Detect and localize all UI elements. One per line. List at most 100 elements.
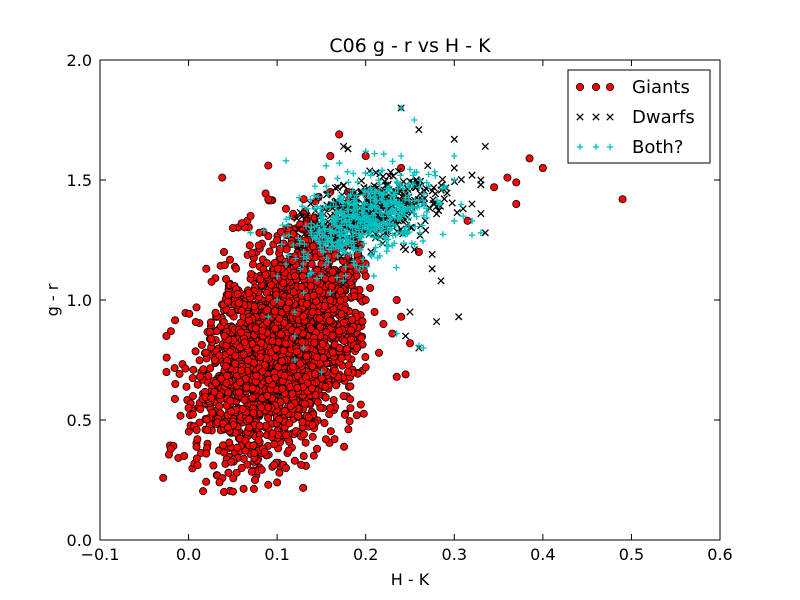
data-point	[468, 200, 476, 208]
data-point	[330, 214, 337, 221]
data-point	[397, 104, 405, 112]
data-point	[358, 234, 365, 241]
data-point	[264, 232, 273, 241]
chart-title: C06 g - r vs H - K	[329, 35, 491, 57]
data-point	[346, 404, 355, 413]
data-point	[325, 258, 332, 266]
data-point	[380, 150, 388, 158]
data-point	[367, 248, 375, 256]
data-point	[347, 326, 356, 335]
data-point	[350, 239, 357, 247]
data-point	[285, 232, 293, 239]
data-point	[372, 198, 379, 205]
data-point	[222, 379, 231, 388]
data-point	[393, 178, 401, 186]
data-point	[297, 237, 305, 244]
data-point	[382, 222, 389, 229]
data-point	[257, 403, 266, 412]
data-point	[311, 391, 320, 400]
data-point	[425, 171, 432, 178]
data-point	[350, 258, 357, 265]
data-point	[235, 378, 244, 387]
data-point	[356, 266, 363, 274]
data-point	[250, 449, 259, 458]
data-point	[618, 195, 627, 204]
data-point	[309, 291, 318, 300]
data-point	[280, 371, 289, 380]
data-point	[265, 247, 274, 256]
data-point	[234, 299, 243, 308]
data-point	[387, 188, 394, 195]
data-point	[339, 241, 347, 249]
data-point	[276, 330, 285, 339]
data-point	[274, 363, 283, 372]
data-point	[237, 328, 246, 337]
data-point	[361, 295, 370, 304]
data-point	[272, 344, 281, 353]
data-point	[315, 322, 324, 331]
data-point	[401, 245, 410, 254]
data-point	[248, 393, 257, 402]
data-point	[330, 435, 339, 444]
data-point	[302, 299, 311, 308]
data-point	[393, 202, 401, 209]
data-point	[281, 204, 290, 213]
data-point	[219, 247, 228, 256]
data-point	[239, 350, 248, 359]
data-point	[316, 226, 324, 233]
data-point	[337, 310, 346, 319]
data-point	[389, 158, 396, 165]
data-point	[260, 227, 268, 234]
data-point	[538, 163, 547, 172]
data-point	[311, 223, 318, 231]
data-point	[369, 211, 376, 219]
series-both	[247, 104, 485, 376]
data-point	[237, 306, 246, 315]
data-point	[206, 318, 215, 327]
data-point	[273, 272, 281, 280]
data-point	[440, 195, 448, 203]
data-point	[307, 260, 316, 269]
data-point	[386, 220, 393, 227]
data-point	[371, 233, 378, 241]
data-point	[339, 318, 348, 327]
data-point	[350, 197, 358, 204]
data-point	[340, 410, 349, 419]
data-point	[357, 334, 366, 343]
data-point	[271, 324, 280, 333]
data-point	[413, 213, 420, 220]
data-point	[399, 229, 406, 236]
data-point	[345, 178, 352, 186]
data-point	[311, 192, 318, 199]
data-point	[326, 403, 335, 412]
data-point	[411, 116, 418, 124]
data-point	[316, 270, 325, 279]
data-point	[392, 372, 401, 381]
data-point	[432, 210, 441, 218]
data-point	[320, 302, 329, 311]
data-point	[301, 229, 309, 238]
data-point	[398, 212, 405, 220]
data-point	[192, 426, 201, 435]
data-point	[419, 237, 427, 245]
data-point	[362, 148, 369, 155]
data-point	[188, 410, 197, 419]
data-point	[383, 241, 390, 248]
data-point	[371, 248, 378, 255]
x-tick-label: 0.5	[619, 545, 644, 564]
data-point	[338, 256, 347, 265]
data-point	[364, 226, 371, 233]
data-point	[421, 217, 429, 225]
data-point	[402, 194, 409, 201]
data-point	[397, 180, 404, 188]
data-point	[226, 255, 235, 264]
data-point	[344, 238, 351, 245]
data-point	[392, 295, 401, 304]
data-point	[428, 250, 436, 259]
data-point	[334, 252, 341, 260]
data-point	[256, 353, 265, 362]
data-point	[264, 480, 273, 489]
data-point	[319, 213, 326, 220]
data-point	[249, 484, 258, 493]
data-point	[401, 211, 409, 218]
